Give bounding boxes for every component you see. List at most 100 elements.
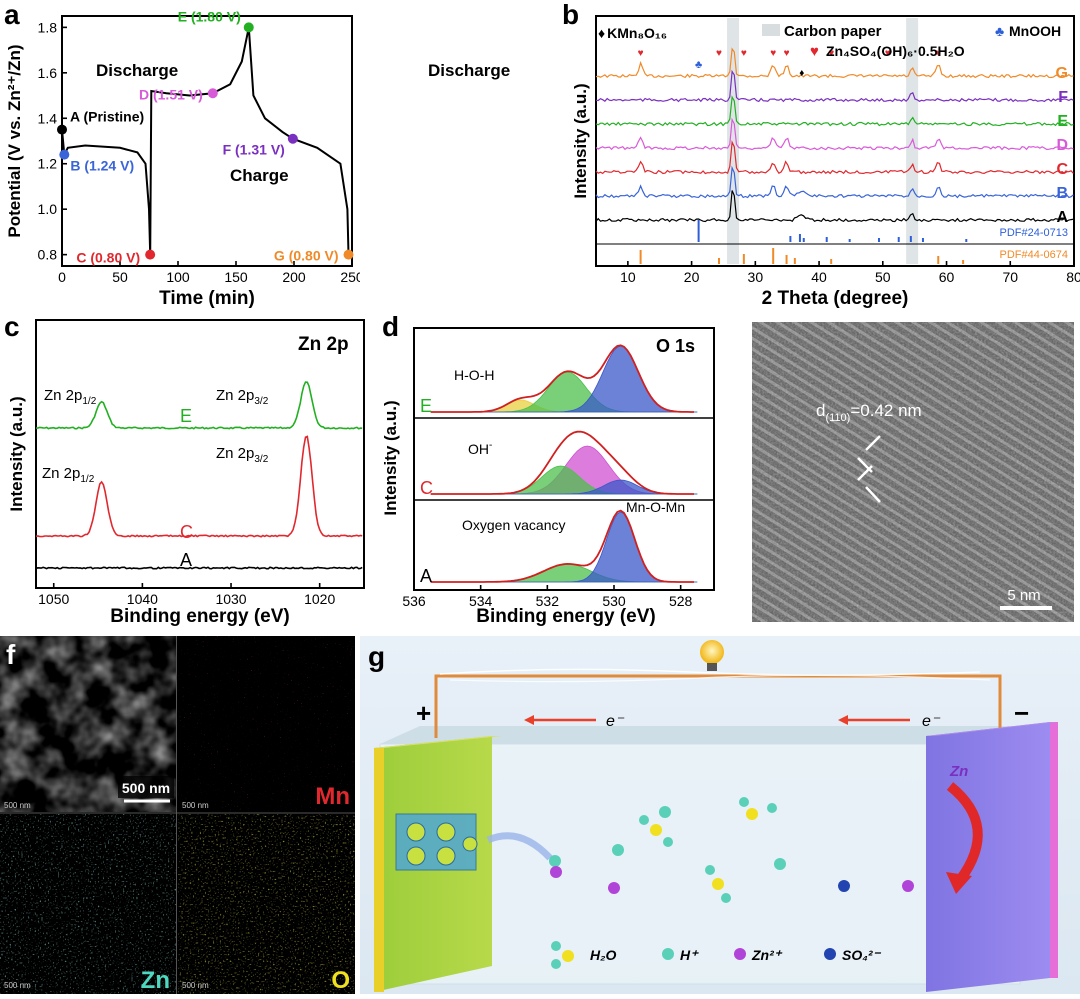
pdf2-label: PDF#44-0674 [1000, 249, 1069, 261]
point-label-b: B (1.24 V) [70, 158, 134, 174]
point-f [287, 133, 298, 144]
panel-c-frame [35, 319, 365, 589]
zn-marker: ♥ [935, 48, 941, 59]
panel-e: e d(110)=0.42 nm 5 nm [752, 313, 1074, 622]
d-spacing-arrows [857, 435, 881, 503]
peak-label-zn2p12: Zn 2p1/2 [42, 465, 95, 485]
xrd-curve-a [595, 190, 1074, 223]
a-ytick: 1.2 [38, 156, 58, 172]
panel-c: c 1050 1040 1030 1020 Zn 2p Zn 2p1/2 Zn 2p3… [4, 312, 365, 627]
panel-a-label: a [4, 0, 20, 30]
fit-component [430, 465, 698, 495]
zn-small-scale: 500 nm [4, 981, 31, 990]
panel-c-ticks: 1050 1040 1030 1020 [38, 583, 335, 607]
light-bulb-icon [700, 640, 724, 664]
a-xtick: 50 [112, 269, 128, 285]
pdf1-label: PDF#24-0713 [1000, 227, 1069, 239]
annot-mnomn: Mn-O-Mn [626, 499, 685, 515]
xrd-curve-e [595, 95, 1074, 127]
b-xtick: 50 [875, 269, 891, 285]
xrd-label-f: F [1058, 89, 1068, 106]
o-small-scale: 500 nm [182, 981, 209, 990]
d-curve-label-c: C [420, 478, 433, 498]
legend-h2o: H₂O [590, 947, 616, 963]
zn-marker: ♥ [784, 48, 790, 59]
panel-d-frame [413, 327, 715, 591]
panel-c-title: Zn 2p [298, 334, 349, 355]
d-xtick: 528 [669, 593, 693, 609]
panel-c-curves [35, 381, 363, 570]
point-label-a: A (Pristine) [70, 109, 144, 125]
d-xtick: 530 [602, 593, 626, 609]
mn-small-scale: 500 nm [182, 801, 209, 810]
xrd-label-b: B [1056, 185, 1068, 202]
external-wire [434, 674, 1002, 738]
a-xtick: 0 [58, 269, 66, 285]
panel-a-ylabel: Potential (V vs. Zn²⁺/Zn) [5, 44, 24, 237]
carbon-band [727, 18, 740, 264]
panel-b-label: b [562, 0, 579, 30]
panel-g: g e⁻ e⁻ + − [360, 636, 1080, 994]
electron-label-right: e⁻ [922, 713, 941, 730]
panel-d: d 536 534 532 530 528 O 1s H-O-H OH- Oxygen … [381, 312, 715, 627]
panel-a-xlabel: Time (min) [159, 288, 255, 309]
d-curve-label-e: E [420, 396, 432, 416]
xrd-curve-b [595, 165, 1074, 199]
annot-vacancy: Oxygen vacancy [462, 517, 566, 533]
d-spacing-label: d(110)=0.42 nm [816, 401, 922, 424]
point-d [207, 88, 218, 99]
legend-carbon-swatch [762, 24, 780, 36]
panel-a: a 0 50 100 150 200 250 0.8 1.0 1.2 1.4 1.6 1.8 Time… [4, 0, 360, 309]
charge-label: Charge [230, 166, 289, 185]
b-xtick: 10 [620, 269, 636, 285]
o-map [178, 814, 355, 994]
xrd-label-g: G [1056, 65, 1068, 82]
d-curve-label-a: A [420, 566, 432, 586]
a-xtick: 100 [166, 269, 190, 285]
d-xtick: 536 [402, 593, 426, 609]
annot-hoh: H-O-H [454, 367, 494, 383]
b-xtick: 60 [939, 269, 955, 285]
panel-c-label: c [4, 312, 20, 342]
zn-marker: ♥ [716, 48, 722, 59]
panel-b-frame [595, 15, 1075, 267]
sem-scale-label: 500 nm [122, 780, 170, 796]
xrd-label-a: A [1056, 209, 1068, 226]
legend-mnooh: MnOOH [1009, 23, 1061, 39]
xrd-label-d: D [1056, 137, 1068, 154]
legend-mnooh-icon: ♣ [995, 23, 1004, 39]
curve-label-c: C [180, 522, 193, 542]
c-xtick: 1030 [215, 591, 246, 607]
a-ytick: 1.4 [38, 110, 58, 126]
mn-map [178, 636, 355, 812]
panel-f: f 500 nm 500 nm 500 nm 500 nm 500 nm Mn … [0, 636, 355, 994]
a-xtick: 250 [340, 269, 360, 285]
legend-zn: Zn₄SO₄(OH)₆·0.5H₂O [826, 43, 965, 59]
bulb-base [707, 663, 717, 671]
xrd-curve-f [595, 69, 1074, 103]
panel-f-graphic: f 500 nm 500 nm 500 nm 500 nm 500 nm Mn … [0, 636, 355, 994]
point-g [343, 249, 354, 260]
kmn-marker: ♦ [799, 68, 804, 79]
panel-a-overlay: Discharge [428, 61, 510, 80]
panel-d-xlabel: Binding energy (eV) [476, 606, 655, 627]
xps-curve-a [35, 566, 363, 570]
xrd-curve-g [595, 47, 1074, 79]
panel-f-label: f [6, 639, 16, 670]
b-xtick: 80 [1066, 269, 1080, 285]
curve-label-a: A [180, 550, 192, 570]
zn-marker: ♥ [770, 48, 776, 59]
zn-label: Zn [949, 763, 968, 780]
point-label-c: C (0.80 V) [76, 250, 140, 266]
b-xtick: 30 [748, 269, 764, 285]
zn-dissolve-arrow [946, 782, 983, 883]
panel-c-ylabel: Intensity (a.u.) [7, 396, 26, 511]
peak-label-zn2p32-top: Zn 2p3/2 [216, 387, 269, 407]
legend-kmn: ♦ KMn₈O₁₆ [598, 25, 667, 41]
mnooh-marker: ♣ [695, 59, 702, 71]
electrolyte-ions [549, 797, 914, 903]
fit-envelope [430, 344, 694, 413]
xrd-curve-d [595, 117, 1074, 151]
point-label-e: E (1.80 V) [178, 8, 241, 24]
